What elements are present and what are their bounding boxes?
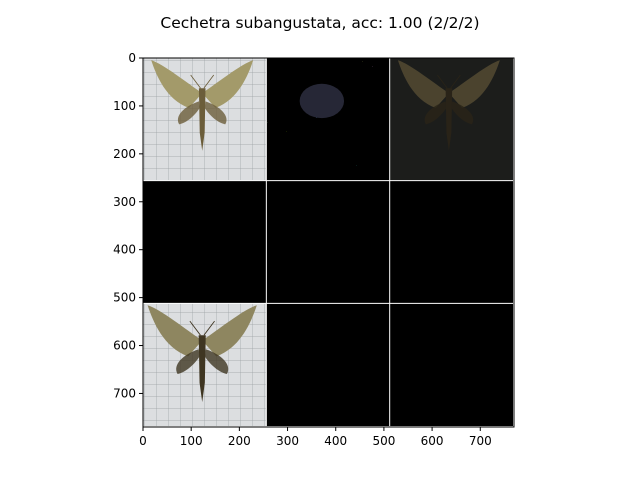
y-tick-label: 300 xyxy=(113,195,136,209)
y-tick-label: 700 xyxy=(113,386,136,400)
y-tick-label: 0 xyxy=(128,51,136,65)
x-tick-label: 500 xyxy=(372,434,395,448)
image-tile-moth-photo xyxy=(143,303,267,427)
image-tile-masked-moth xyxy=(389,58,514,181)
moth-figure xyxy=(397,60,500,151)
axes-frame xyxy=(142,57,515,428)
image-tile-attribution-noise xyxy=(266,58,390,181)
x-tick-label: 400 xyxy=(324,434,347,448)
image-tile-empty-tile xyxy=(389,303,514,427)
y-tick-label: 100 xyxy=(113,99,136,113)
x-tick-label: 100 xyxy=(180,434,203,448)
x-tick-label: 300 xyxy=(276,434,299,448)
y-tick-label: 200 xyxy=(113,147,136,161)
image-tile-moth-photo xyxy=(143,58,267,181)
y-tick-label: 600 xyxy=(113,339,136,353)
y-tick-label: 400 xyxy=(113,243,136,257)
image-tile-empty-tile xyxy=(266,180,390,304)
image-tile-empty-tile xyxy=(389,180,514,304)
x-tick-label: 700 xyxy=(469,434,492,448)
image-tile-empty-tile xyxy=(266,303,390,427)
moth-figure xyxy=(151,60,254,151)
x-tick-label: 600 xyxy=(421,434,444,448)
x-tick-label: 0 xyxy=(139,434,147,448)
figure-title: Cechetra subangustata, acc: 1.00 (2/2/2) xyxy=(160,14,480,32)
y-tick-label: 500 xyxy=(113,291,136,305)
image-tile-empty-tile xyxy=(143,180,267,304)
moth-figure xyxy=(147,305,257,403)
x-tick-label: 200 xyxy=(228,434,251,448)
